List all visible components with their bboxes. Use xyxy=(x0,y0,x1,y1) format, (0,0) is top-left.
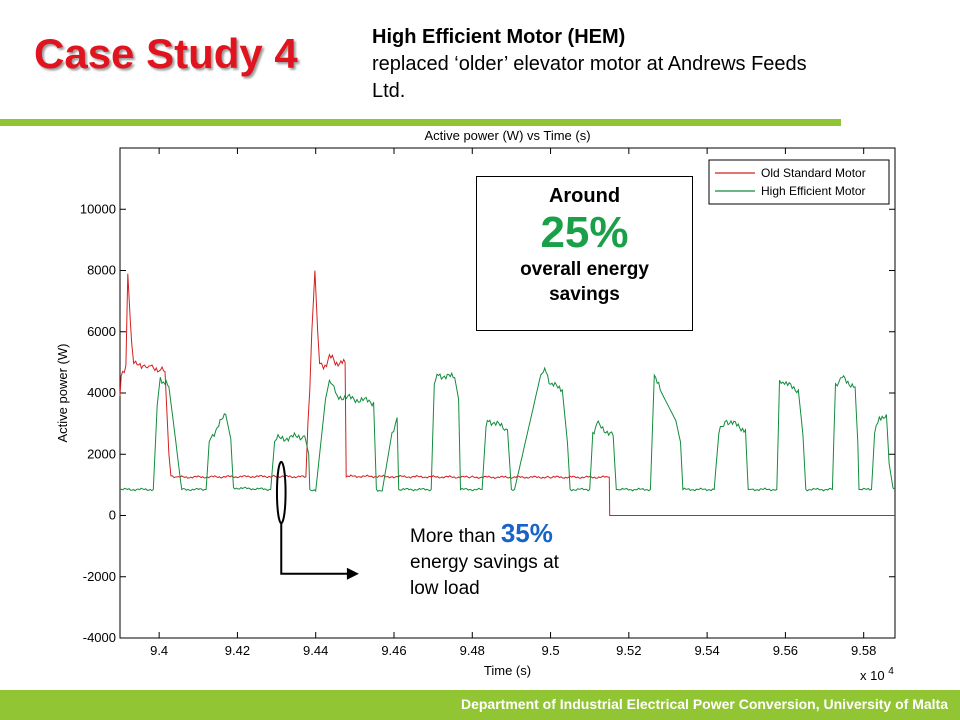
low-load-callout: More than 35% energy savings at low load xyxy=(410,520,630,602)
tick-labels: 9.4 9.42 9.44 9.46 9.48 9.5 9.52 9.54 9.56 9.58 -4… xyxy=(80,201,876,658)
legend-label: Old Standard Motor xyxy=(761,166,866,180)
axis-ticks xyxy=(120,148,895,639)
subtitle-text: replaced ‘older’ elevator motor at Andre… xyxy=(372,53,807,102)
x-tick-label: 9.5 xyxy=(542,643,560,658)
callout-line-3: savings xyxy=(549,284,620,305)
legend-label: High Efficient Motor xyxy=(761,184,866,198)
series-line-high-efficient-motor xyxy=(119,366,896,493)
x-tick-label: 9.52 xyxy=(616,643,641,658)
low-load-line-3: low load xyxy=(410,578,480,599)
y-tick-label: 0 xyxy=(109,508,116,523)
series-layer xyxy=(119,270,896,516)
low-load-arrow-head xyxy=(346,567,359,580)
x-tick-label: 9.42 xyxy=(225,643,250,658)
y-axis-label: Active power (W) xyxy=(55,344,70,443)
subtitle-bold: High Efficient Motor (HEM) xyxy=(372,26,626,48)
x-axis-label: Time (s) xyxy=(484,663,531,678)
callout-around: Around xyxy=(548,185,621,207)
low-load-line-2: energy savings at xyxy=(410,552,559,573)
callout-line-2: overall energy xyxy=(520,259,649,280)
footer-text: Department of Industrial Electrical Powe… xyxy=(460,696,948,712)
y-tick-label: 2000 xyxy=(87,446,116,461)
legend-box xyxy=(708,159,890,205)
x-tick-label: 9.46 xyxy=(381,643,406,658)
y-tick-label: 10000 xyxy=(80,201,116,216)
x-tick-label: 9.56 xyxy=(773,643,798,658)
series-line-old-standard-motor xyxy=(119,270,895,516)
slide-title: Case Study 4 xyxy=(34,30,298,77)
chart-legend: Old Standard Motor High Efficient Motor xyxy=(708,159,890,205)
low-load-highlight-ellipse xyxy=(275,460,287,525)
annotation-layer xyxy=(275,460,359,580)
y-tick-label: -2000 xyxy=(83,569,116,584)
x-exponent-power: 4 xyxy=(888,666,894,677)
overall-savings-callout: Around 25% overall energy savings xyxy=(476,176,693,331)
low-load-prefix: More than xyxy=(410,526,501,547)
x-tick-label: 9.58 xyxy=(851,643,876,658)
x-tick-label: 9.48 xyxy=(460,643,485,658)
x-tick-label: 9.54 xyxy=(694,643,719,658)
y-tick-label: 8000 xyxy=(87,263,116,278)
y-tick-label: 4000 xyxy=(87,385,116,400)
title-divider xyxy=(0,119,841,126)
y-tick-label: -4000 xyxy=(83,630,116,645)
chart-title: Active power (W) vs Time (s) xyxy=(424,128,591,143)
x-tick-label: 9.4 xyxy=(150,643,168,658)
slide-subtitle: High Efficient Motor (HEM) replaced ‘old… xyxy=(372,24,842,105)
overall-savings-value: 25% xyxy=(540,208,629,257)
x-tick-label: 9.44 xyxy=(303,643,328,658)
x-axis-exponent: x 10 4 xyxy=(860,666,894,683)
low-load-savings-value: 35% xyxy=(500,518,553,548)
low-load-arrow-line xyxy=(280,523,353,575)
footer-bar: Department of Industrial Electrical Powe… xyxy=(0,690,960,720)
x-exponent-base: x 10 xyxy=(860,668,885,683)
y-tick-label: 6000 xyxy=(87,324,116,339)
